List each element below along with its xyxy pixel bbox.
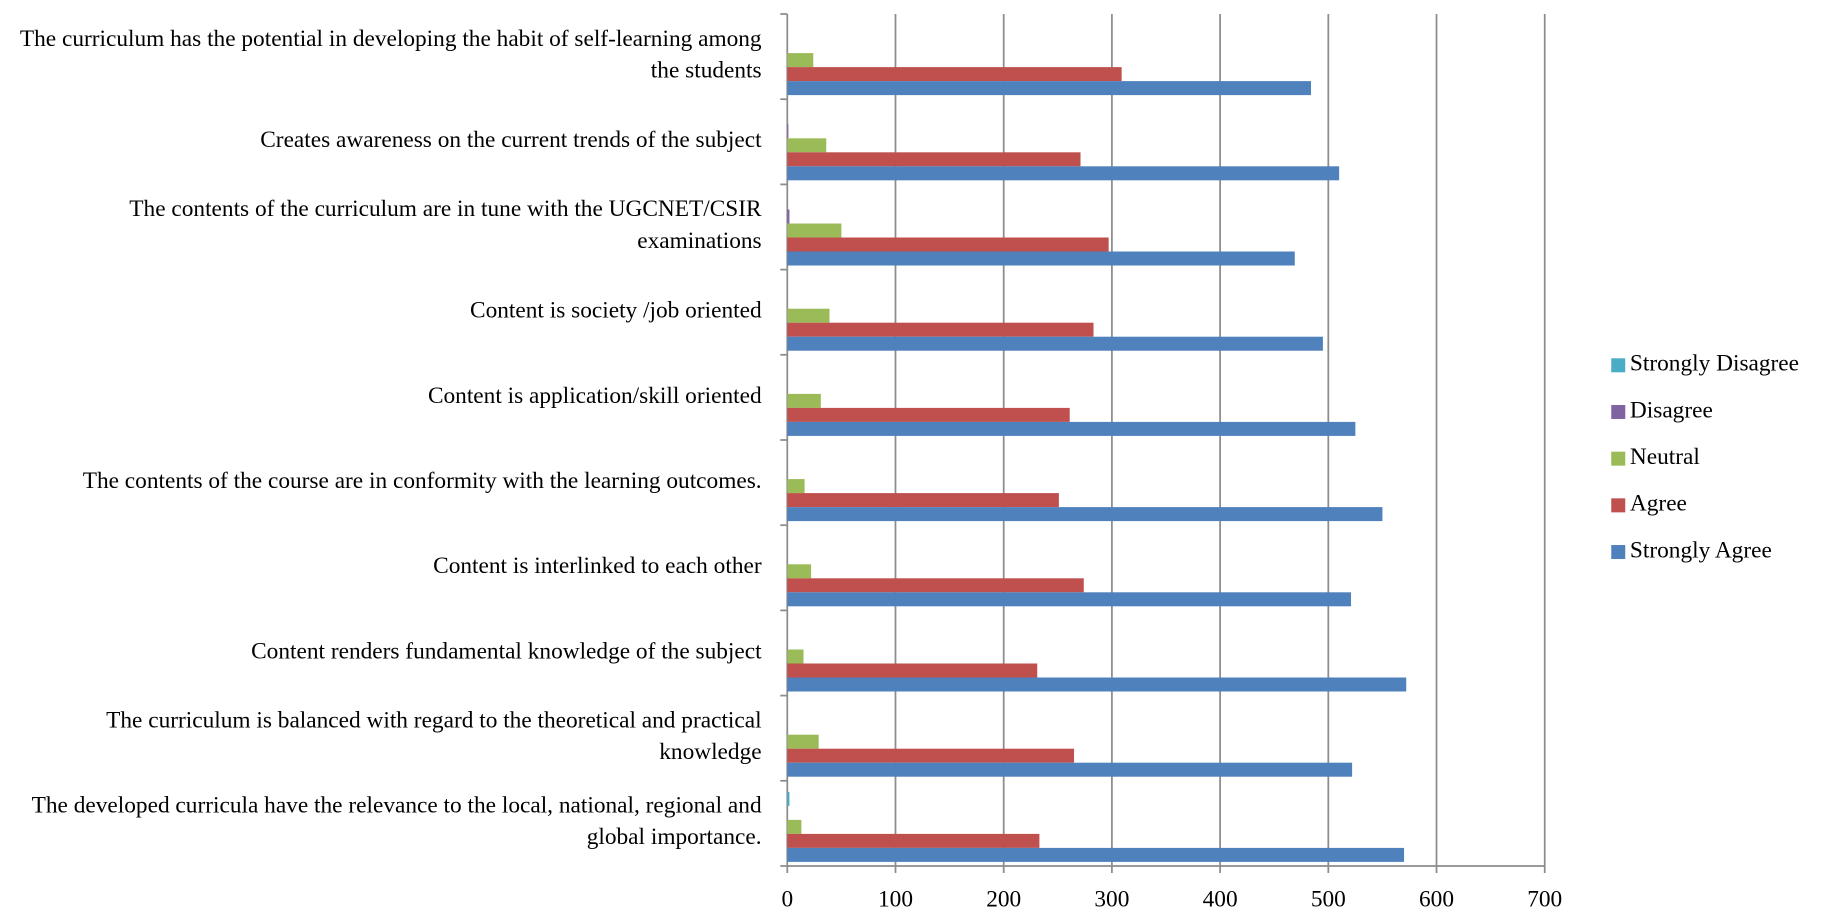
legend-label: Neutral xyxy=(1630,444,1700,470)
bar xyxy=(787,833,1040,848)
bar xyxy=(787,592,1352,607)
y-tick-label: Content is interlinked to each other xyxy=(433,553,762,579)
bar xyxy=(787,393,821,408)
bar xyxy=(787,124,789,139)
bar xyxy=(787,748,1075,763)
y-tick-label: Content is society /job oriented xyxy=(470,298,762,324)
bar xyxy=(787,223,842,238)
bar xyxy=(787,578,1084,593)
bar xyxy=(787,819,802,834)
x-tick-label: 0 xyxy=(781,886,793,912)
bar xyxy=(787,336,1323,351)
bar xyxy=(787,67,1122,82)
x-tick-label: 400 xyxy=(1203,886,1238,912)
bar xyxy=(787,734,819,749)
bar xyxy=(787,564,812,579)
bar xyxy=(787,152,1081,167)
legend-swatch xyxy=(1611,545,1626,560)
legend-label: Disagree xyxy=(1630,397,1713,423)
legend-label: Agree xyxy=(1630,491,1687,517)
bar xyxy=(787,237,1109,252)
bar xyxy=(787,791,790,806)
bar xyxy=(787,762,1353,777)
bar xyxy=(787,166,1340,181)
legend-swatch xyxy=(1611,404,1626,419)
bar xyxy=(787,53,814,68)
legend-label: Strongly Disagree xyxy=(1630,351,1799,377)
bar xyxy=(787,209,790,224)
bar xyxy=(787,507,1383,522)
bar xyxy=(787,251,1295,266)
bar xyxy=(787,479,805,494)
bar xyxy=(787,407,1070,422)
y-tick-label: The curriculum has the potential in deve… xyxy=(20,26,762,84)
x-tick-label: 300 xyxy=(1094,886,1129,912)
y-tick-label: The developed curricula have the relevan… xyxy=(32,793,762,851)
x-tick-label: 200 xyxy=(986,886,1021,912)
bar xyxy=(787,322,1094,337)
y-tick-label: The contents of the course are in confor… xyxy=(83,468,762,494)
y-tick-label: Content renders fundamental knowledge of… xyxy=(251,638,762,664)
legend-label: Strongly Agree xyxy=(1630,537,1772,563)
y-tick-label: Creates awareness on the current trends … xyxy=(260,127,762,153)
bar xyxy=(787,421,1356,436)
y-tick-label: Content is application/skill oriented xyxy=(428,383,762,409)
bar xyxy=(787,677,1407,692)
bar xyxy=(787,649,804,664)
legend-swatch xyxy=(1611,358,1626,373)
x-tick-label: 600 xyxy=(1419,886,1454,912)
bar xyxy=(787,847,1405,862)
legend-swatch xyxy=(1611,498,1626,513)
x-tick-label: 500 xyxy=(1311,886,1346,912)
bar xyxy=(787,308,830,323)
y-tick-label: The curriculum is balanced with regard t… xyxy=(106,708,762,766)
bar xyxy=(787,663,1038,678)
x-tick-label: 700 xyxy=(1527,886,1562,912)
bar xyxy=(787,81,1312,96)
y-tick-label: The contents of the curriculum are in tu… xyxy=(129,197,762,255)
legend-swatch xyxy=(1611,451,1626,466)
bar xyxy=(787,493,1059,508)
bar xyxy=(787,138,827,153)
x-tick-label: 100 xyxy=(878,886,913,912)
